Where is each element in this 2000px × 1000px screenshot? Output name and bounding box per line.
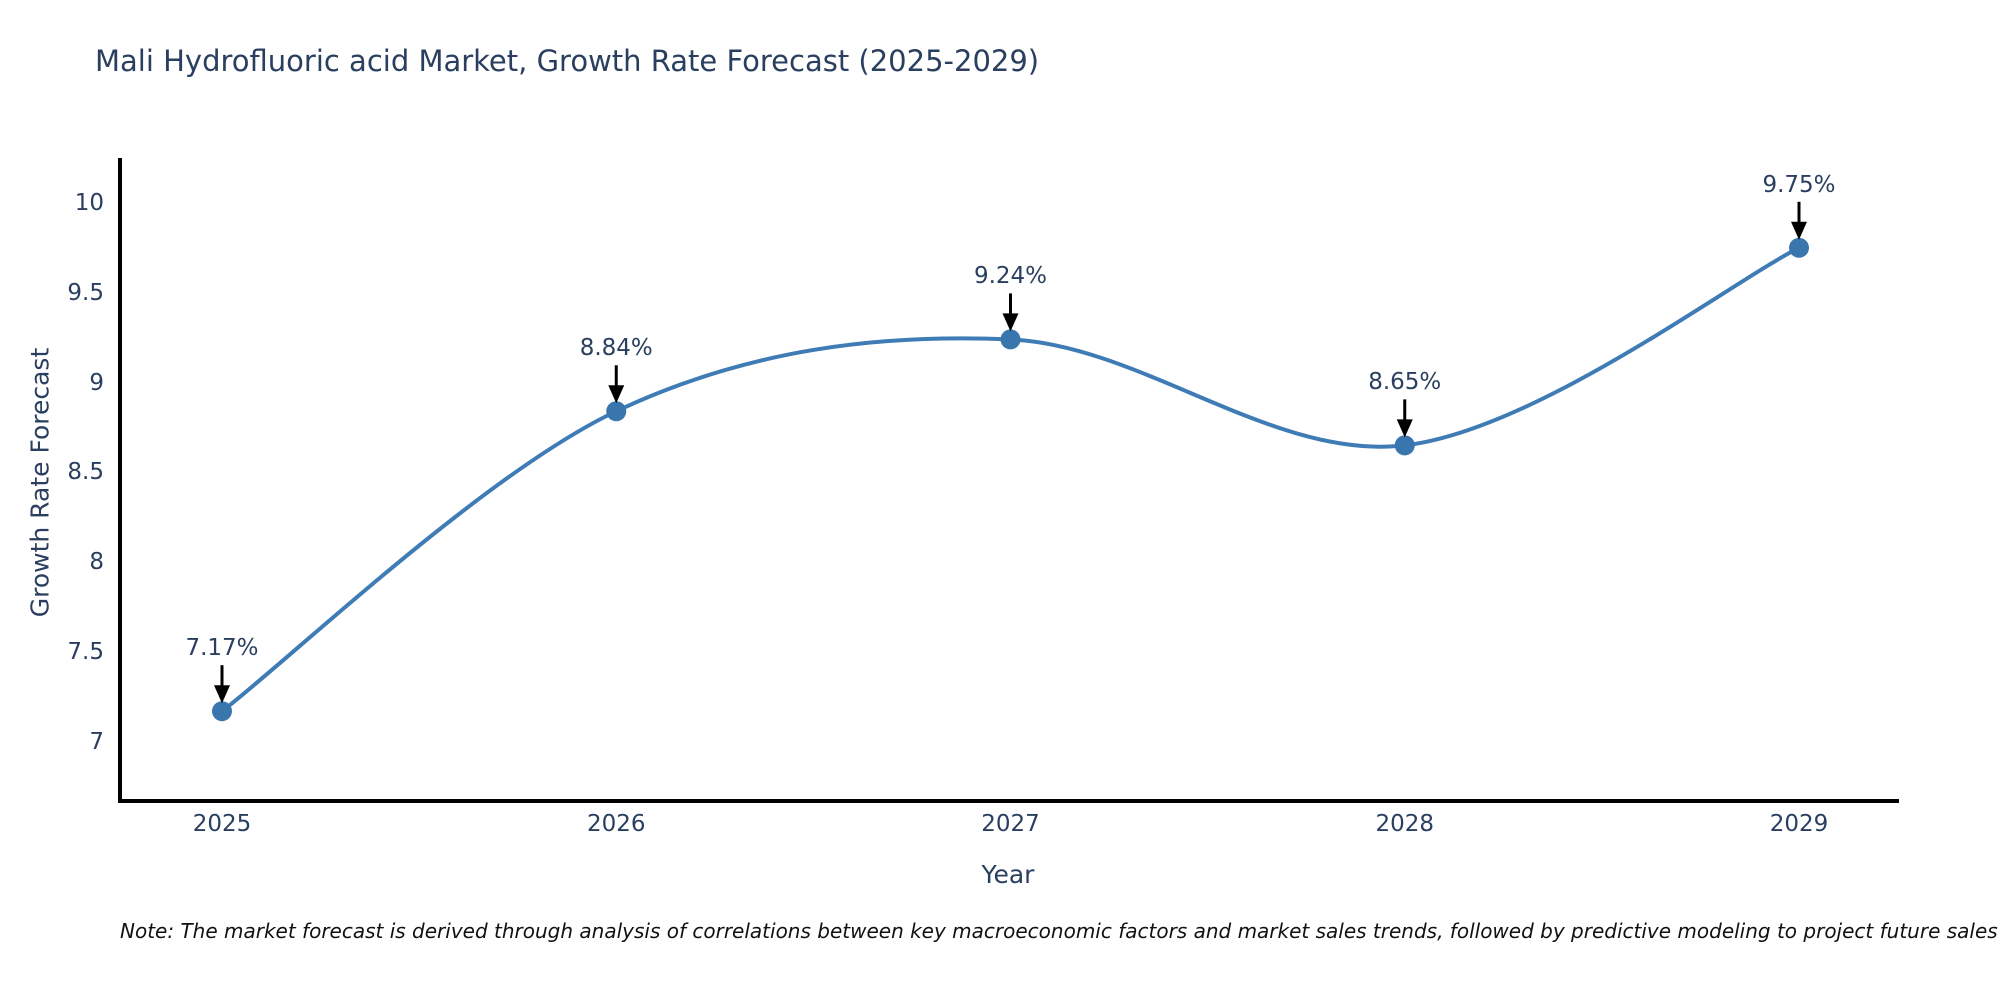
point-value-label: 9.24% [973, 263, 1048, 290]
point-value-label: 8.65% [1368, 369, 1442, 396]
annotation-arrows [214, 201, 1807, 704]
data-point-marker [1394, 435, 1415, 456]
data-point-marker [1000, 329, 1021, 350]
chart-title: Mali Hydrofluoric acid Market, Growth Ra… [95, 44, 1040, 78]
annotation-arrow-head [214, 685, 230, 704]
annotation-arrow-head [1396, 419, 1413, 438]
y-tick-label: 8.5 [67, 459, 104, 486]
x-tick-label: 2026 [586, 811, 646, 837]
y-tick-label: 7.5 [67, 638, 104, 665]
annotation-arrow-head [1002, 313, 1019, 332]
y-tick-label: 7 [89, 728, 104, 755]
x-tick-label: 2028 [1375, 811, 1435, 837]
y-tick-label: 8 [89, 549, 104, 576]
x-tick-label: 2027 [981, 811, 1040, 837]
data-point-marker [1789, 237, 1809, 258]
y-tick-label: 9.5 [67, 279, 104, 306]
y-tick-label: 10 [74, 189, 104, 216]
point-value-label: 9.75% [1762, 171, 1836, 198]
x-tick-label: 2025 [192, 811, 252, 837]
footnote: Note: The market forecast is derived thr… [120, 919, 1998, 943]
point-value-label: 7.17% [185, 635, 259, 662]
data-point-marker [212, 701, 232, 722]
x-tick-label: 2029 [1769, 811, 1829, 837]
data-point-marker [606, 401, 627, 422]
x-axis-title: Year [981, 860, 1035, 889]
annotation-arrow-head [608, 385, 625, 404]
data-point-markers [212, 237, 1809, 722]
point-value-label: 8.84% [579, 335, 653, 362]
y-tick-label: 9 [89, 369, 104, 396]
annotation-arrow-head [1791, 221, 1807, 240]
